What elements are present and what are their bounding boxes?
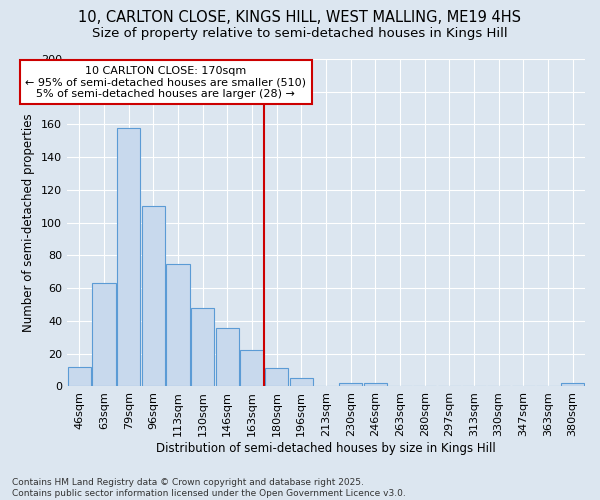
Bar <box>561 383 584 386</box>
Text: Contains HM Land Registry data © Crown copyright and database right 2025.
Contai: Contains HM Land Registry data © Crown c… <box>12 478 406 498</box>
Y-axis label: Number of semi-detached properties: Number of semi-detached properties <box>22 114 35 332</box>
Text: 10 CARLTON CLOSE: 170sqm
← 95% of semi-detached houses are smaller (510)
5% of s: 10 CARLTON CLOSE: 170sqm ← 95% of semi-d… <box>25 66 306 98</box>
Bar <box>92 284 116 387</box>
Bar <box>117 128 140 386</box>
Bar <box>68 367 91 386</box>
Bar <box>290 378 313 386</box>
Text: Size of property relative to semi-detached houses in Kings Hill: Size of property relative to semi-detach… <box>92 28 508 40</box>
Bar <box>265 368 289 386</box>
Text: 10, CARLTON CLOSE, KINGS HILL, WEST MALLING, ME19 4HS: 10, CARLTON CLOSE, KINGS HILL, WEST MALL… <box>79 10 521 25</box>
Bar <box>166 264 190 386</box>
Bar <box>142 206 165 386</box>
Bar <box>240 350 263 386</box>
Bar <box>191 308 214 386</box>
Bar <box>339 383 362 386</box>
Bar <box>215 328 239 386</box>
X-axis label: Distribution of semi-detached houses by size in Kings Hill: Distribution of semi-detached houses by … <box>156 442 496 455</box>
Bar <box>364 383 387 386</box>
